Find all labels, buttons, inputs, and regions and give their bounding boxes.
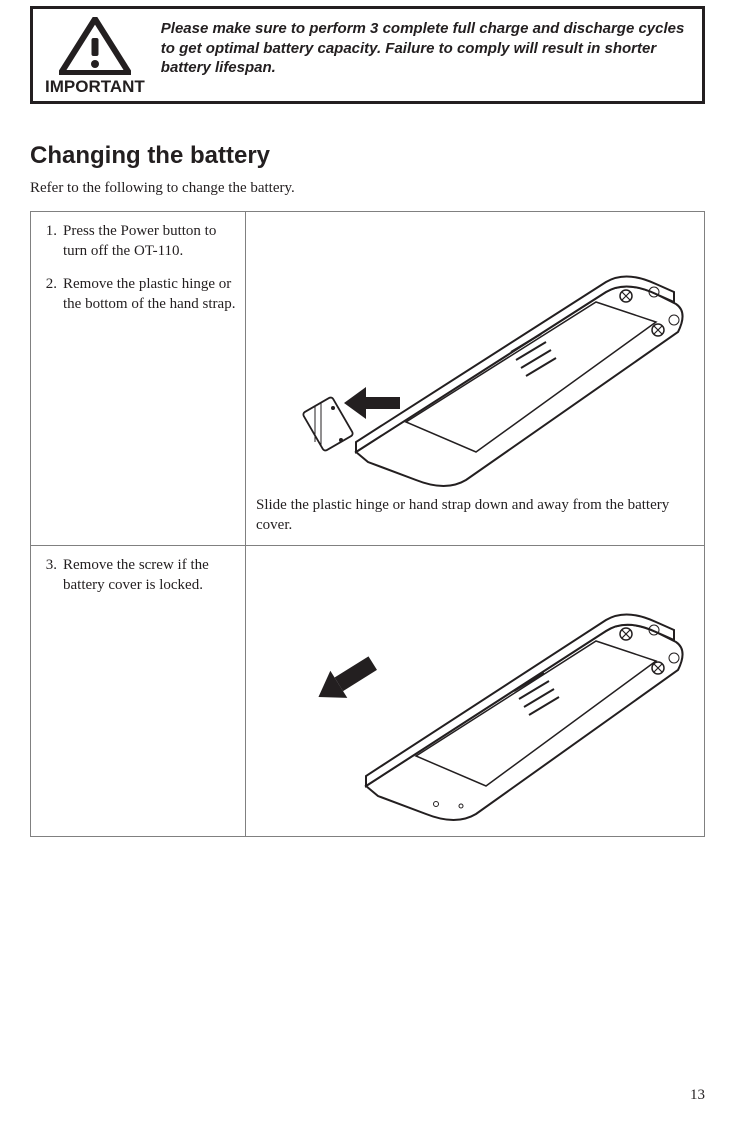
list-item: 1. Press the Power button to turn off th…	[41, 222, 237, 261]
step-number: 1.	[41, 222, 63, 261]
list-item: 3. Remove the screw if the battery cover…	[41, 556, 237, 595]
important-callout: IMPORTANT Please make sure to perform 3 …	[30, 6, 705, 104]
image-cell-2	[246, 546, 705, 837]
warning-icon	[59, 17, 131, 75]
image-caption-1: Slide the plastic hinge or hand strap do…	[256, 496, 696, 535]
section-heading: Changing the battery	[30, 142, 705, 170]
step-number: 2.	[41, 275, 63, 314]
device-screw-illustration	[256, 556, 696, 826]
section-intro: Refer to the following to change the bat…	[30, 180, 705, 197]
important-label: IMPORTANT	[45, 77, 145, 97]
table-row: 3. Remove the screw if the battery cover…	[31, 546, 705, 837]
step-text: Press the Power button to turn off the O…	[63, 222, 237, 261]
table-row: 1. Press the Power button to turn off th…	[31, 212, 705, 546]
step-number: 3.	[41, 556, 63, 595]
page-number: 13	[690, 1087, 705, 1104]
important-text: Please make sure to perform 3 complete f…	[161, 17, 690, 78]
list-item: 2. Remove the plastic hinge or the botto…	[41, 275, 237, 314]
important-icon-wrap: IMPORTANT	[45, 17, 145, 97]
steps-list-2: 3. Remove the screw if the battery cover…	[41, 556, 237, 595]
step-cell-2: 3. Remove the screw if the battery cover…	[31, 546, 246, 837]
step-text: Remove the plastic hinge or the bottom o…	[63, 275, 237, 314]
step-cell-1: 1. Press the Power button to turn off th…	[31, 212, 246, 546]
steps-table: 1. Press the Power button to turn off th…	[30, 211, 705, 837]
device-hinge-illustration	[256, 222, 696, 492]
step-text: Remove the screw if the battery cover is…	[63, 556, 237, 595]
steps-list-1: 1. Press the Power button to turn off th…	[41, 222, 237, 314]
image-cell-1: Slide the plastic hinge or hand strap do…	[246, 212, 705, 546]
